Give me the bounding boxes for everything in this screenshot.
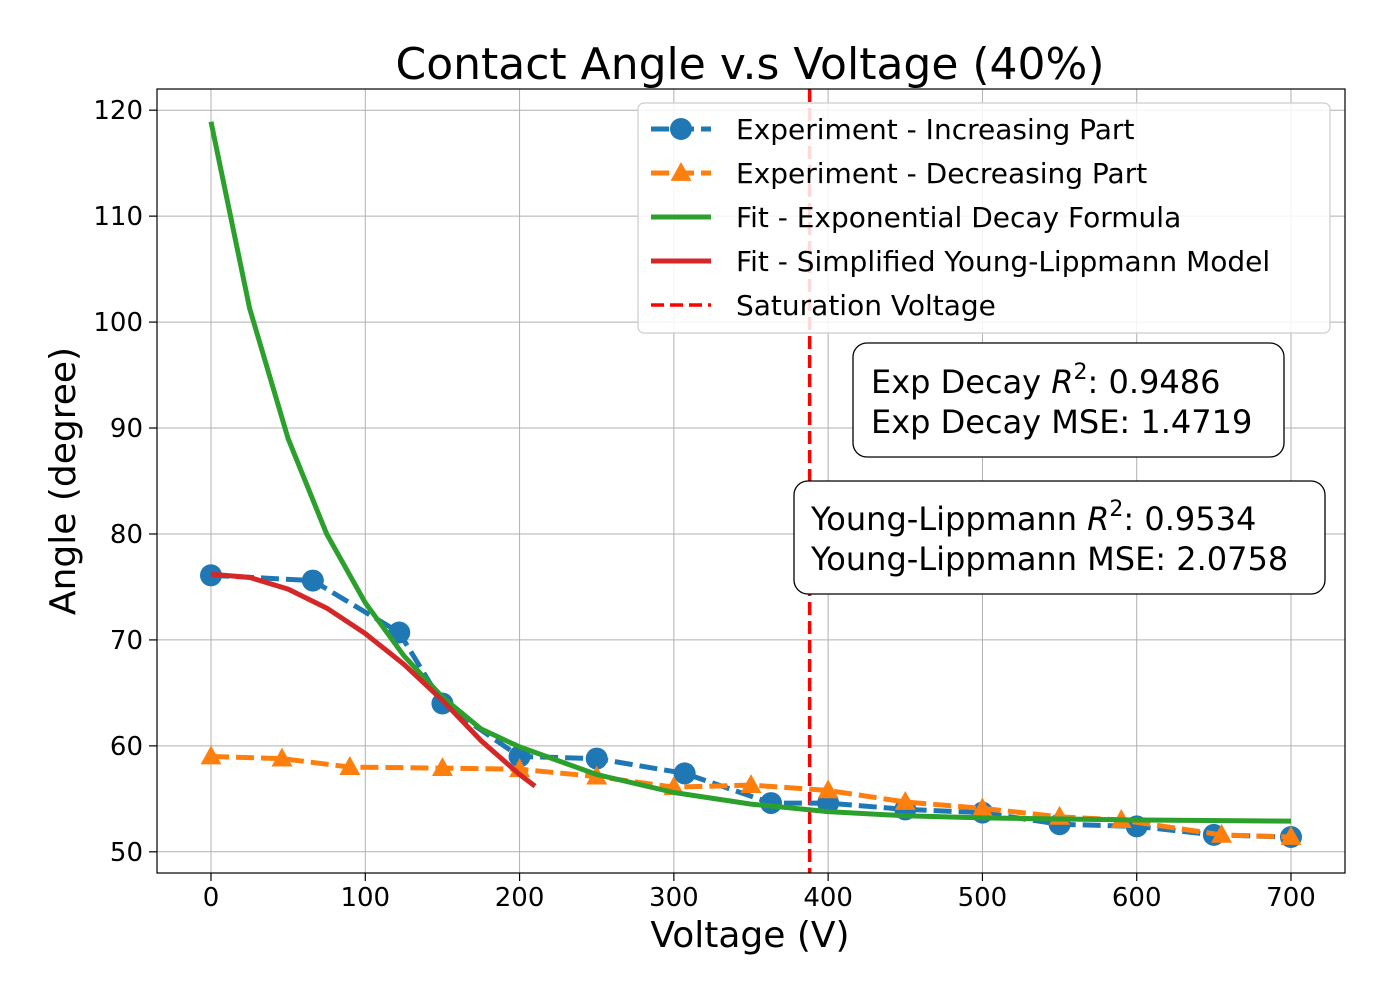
legend: Experiment - Increasing Part Experiment -…	[637, 102, 1331, 334]
data-point	[971, 797, 993, 817]
y-tick-label: 120	[93, 96, 143, 126]
data-point	[673, 762, 696, 785]
y-tick-label: 70	[110, 626, 143, 656]
y-tick-label: 60	[110, 732, 143, 762]
annotation-exp-decay-mse: Exp Decay MSE: 1.4719	[871, 403, 1252, 441]
x-tick-label: 100	[340, 883, 390, 913]
x-axis-label: Voltage (V)	[650, 915, 849, 956]
legend-label: Saturation Voltage	[736, 289, 996, 322]
data-point	[1211, 823, 1233, 843]
data-point	[271, 747, 293, 767]
legend-label: Fit - Simplified Young-Lippmann Model	[736, 245, 1270, 278]
annotation-young-lippmann-mse: Young-Lippmann MSE: 2.0758	[810, 540, 1288, 578]
plot-frame	[156, 88, 1346, 874]
series-line	[208, 121, 1292, 824]
legend-label: Experiment - Decreasing Part	[736, 157, 1147, 190]
chart-title: Contact Angle v.s Voltage (40%)	[395, 39, 1104, 90]
x-tick-label: 300	[649, 883, 699, 913]
legend-items: Experiment - Increasing Part Experiment -…	[651, 113, 1270, 322]
axis-ticks: 0 100 200 300 400 500 600 700 50 60 70 80 90 100 110 12…	[93, 96, 1315, 913]
data-point	[817, 779, 839, 799]
y-tick-label: 100	[93, 308, 143, 338]
data-point	[301, 569, 324, 592]
legend-item-experiment-decreasing-part: Experiment - Decreasing Part	[651, 157, 1147, 190]
data-point	[894, 791, 916, 810]
data-point	[1280, 825, 1302, 845]
legend-box	[637, 102, 1331, 334]
y-tick-label: 80	[110, 520, 143, 550]
legend-marker	[670, 118, 692, 140]
legend-item-experiment-increasing-part: Experiment - Increasing Part	[651, 113, 1134, 146]
data-point	[200, 745, 222, 765]
y-tick-label: 50	[110, 838, 143, 868]
legend-item-fit-exponential-decay-formula: Fit - Exponential Decay Formula	[651, 201, 1181, 234]
data-point	[585, 747, 608, 770]
x-tick-label: 400	[803, 883, 853, 913]
y-axis-label: Angle (degree)	[43, 347, 84, 615]
x-tick-label: 0	[203, 883, 220, 913]
annotation-exp-decay-r2: Exp Decay R2: 0.9486	[871, 360, 1220, 401]
y-tick-label: 90	[110, 414, 143, 444]
series-fit-simplified-young-lippmann-model	[210, 571, 537, 789]
data-point	[431, 757, 453, 777]
legend-marker	[670, 162, 692, 181]
x-tick-label: 700	[1266, 883, 1316, 913]
x-tick-label: 200	[495, 883, 545, 913]
data-point	[339, 756, 361, 775]
annotation-exp-decay: Exp Decay R2: 0.9486 Exp Decay MSE: 1.47…	[852, 342, 1285, 458]
series-line	[210, 571, 537, 789]
legend-item-saturation-voltage: Saturation Voltage	[651, 289, 996, 322]
annotation-exp-decay-box	[852, 342, 1285, 458]
series-fit-exponential-decay-formula	[208, 121, 1292, 824]
legend-label: Fit - Exponential Decay Formula	[736, 201, 1181, 234]
x-tick-label: 500	[958, 883, 1008, 913]
legend-label: Experiment - Increasing Part	[736, 113, 1134, 146]
annotation-young-lippmann-r2: Young-Lippmann R2: 0.9534	[810, 497, 1256, 538]
annotation-young-lippmann: Young-Lippmann R2: 0.9534 Young-Lippmann…	[793, 480, 1326, 595]
y-tick-label: 110	[93, 202, 143, 232]
x-tick-label: 600	[1112, 883, 1162, 913]
legend-item-fit-simplified-young-lippmann-model: Fit - Simplified Young-Lippmann Model	[651, 245, 1270, 278]
data-point	[740, 774, 762, 793]
series-layer	[200, 121, 1302, 848]
annotation-young-lippmann-box	[793, 480, 1326, 595]
